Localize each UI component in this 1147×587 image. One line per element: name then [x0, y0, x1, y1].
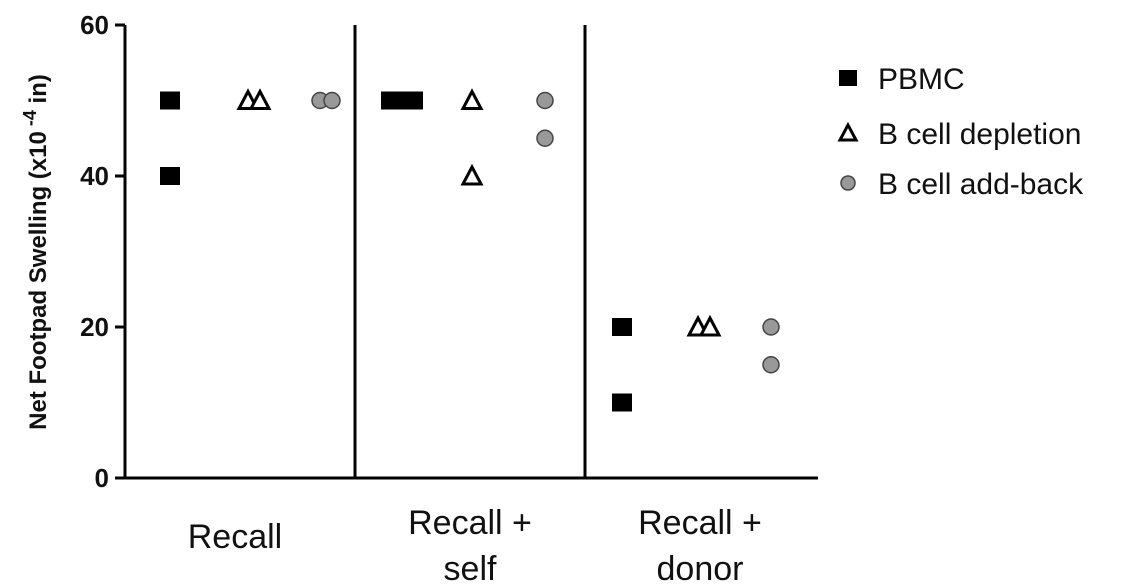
point-pbmc — [612, 393, 632, 412]
point-b-cell-add-back — [762, 318, 780, 336]
point-b-cell-add-back — [536, 129, 554, 147]
category-label: Recall + — [408, 504, 532, 542]
category-label: Recall — [188, 518, 282, 556]
y-axis-title-suffix: in) — [25, 74, 52, 110]
y-axis-title: Net Footpad Swelling (x10 -4 in) — [20, 74, 52, 430]
legend-marker-b-cell-depletion — [837, 121, 859, 142]
y-tick-label: 20 — [80, 312, 109, 342]
y-axis-title-main: Net Footpad Swelling (x10 — [25, 131, 52, 430]
data-points — [160, 88, 780, 412]
y-tick-label: 60 — [80, 10, 109, 40]
point-b-cell-add-back — [323, 91, 341, 110]
point-b-cell-depletion — [248, 88, 272, 110]
legend-label: B cell depletion — [878, 118, 1081, 151]
legend-label: PBMC — [878, 63, 965, 96]
category-label: donor — [657, 550, 744, 587]
chart-axes — [123, 25, 818, 480]
category-labels: Recall Recall + self Recall + donor — [188, 504, 762, 587]
point-b-cell-depletion — [698, 314, 722, 337]
y-tick-label: 0 — [95, 463, 109, 493]
point-b-cell-add-back — [762, 356, 780, 374]
legend-marker-pbmc — [839, 70, 857, 86]
category-label: Recall + — [638, 504, 762, 542]
legend-marker-b-cell-add-back — [840, 175, 856, 191]
y-axis-label: Net Footpad Swelling (x10 -4 in) — [20, 74, 52, 430]
point-b-cell-add-back — [536, 91, 554, 110]
category-label: self — [444, 550, 497, 587]
point-pbmc — [160, 167, 180, 185]
point-pbmc — [160, 91, 180, 110]
legend: PBMC B cell depletion B cell add-back — [837, 63, 1084, 201]
point-b-cell-depletion — [460, 88, 484, 110]
point-b-cell-depletion — [460, 163, 484, 186]
y-tick-label: 40 — [80, 161, 109, 191]
y-ticks: 0 20 40 60 — [80, 10, 125, 493]
legend-label: B cell add-back — [878, 168, 1084, 201]
y-axis-title-exponent: -4 — [20, 110, 40, 131]
point-pbmc — [403, 91, 423, 110]
point-pbmc — [612, 318, 632, 336]
